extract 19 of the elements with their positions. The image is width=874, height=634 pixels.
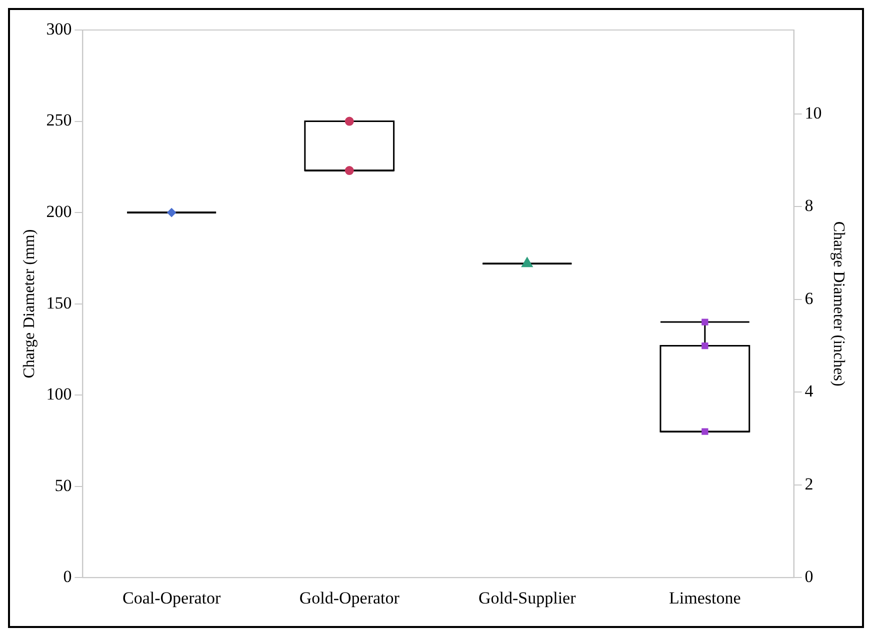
y-tick-label: 150 [46, 293, 72, 312]
y-tick-label: 100 [46, 384, 72, 404]
y2-tick-label: 0 [804, 567, 814, 586]
y2-axis-title: Charge Diameter (inches) [830, 221, 848, 386]
y-tick-label: 300 [46, 19, 72, 38]
y-tick-label: 50 [54, 476, 72, 495]
y-tick-label: 200 [46, 202, 72, 221]
x-tick-label: Gold-Supplier [478, 588, 576, 608]
y2-tick-label: 10 [804, 103, 822, 122]
x-tick-label: Gold-Operator [299, 588, 400, 608]
y-tick-label: 0 [63, 567, 72, 586]
y-axis-title: Charge Diameter (mm) [20, 229, 38, 378]
y2-tick-label: 2 [804, 474, 814, 494]
y2-tick-label: 6 [804, 288, 814, 308]
x-tick-label: Limestone [669, 588, 741, 608]
x-tick-label: Coal-Operator [122, 588, 222, 608]
y2-tick-label: 8 [804, 196, 814, 216]
y2-tick-label: 4 [804, 382, 814, 401]
y-tick-label: 250 [46, 110, 72, 130]
